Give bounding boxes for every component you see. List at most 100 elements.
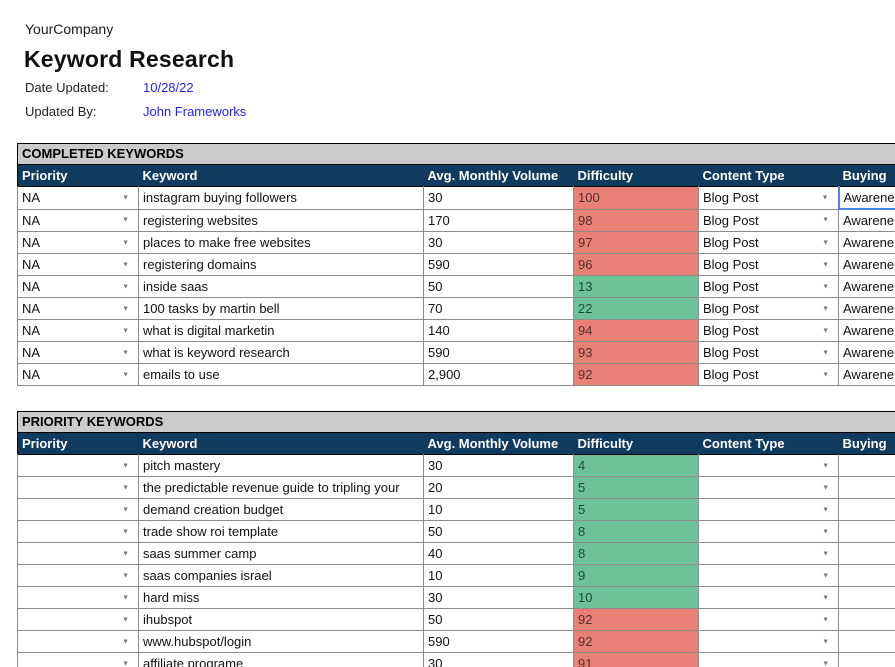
volume-cell[interactable]: 10 xyxy=(423,498,574,521)
content-type-cell[interactable]: ▼ xyxy=(698,520,839,543)
priority-cell[interactable]: ▼ xyxy=(17,652,139,667)
volume-cell[interactable]: 2,900 xyxy=(423,363,574,386)
dropdown-arrow-icon[interactable]: ▼ xyxy=(122,304,129,312)
difficulty-cell[interactable]: 9 xyxy=(573,564,699,587)
priority-cell[interactable]: ▼ xyxy=(17,542,139,565)
dropdown-arrow-icon[interactable]: ▼ xyxy=(122,348,129,356)
volume-cell[interactable]: 50 xyxy=(423,275,574,298)
difficulty-cell[interactable]: 13 xyxy=(573,275,699,298)
content-type-cell[interactable]: Blog Post ▼ xyxy=(698,363,839,386)
difficulty-cell[interactable]: 92 xyxy=(573,363,699,386)
priority-cell[interactable]: NA ▼ xyxy=(17,297,139,320)
volume-cell[interactable]: 70 xyxy=(423,297,574,320)
keyword-cell[interactable]: affiliate programe xyxy=(138,652,424,667)
keyword-cell[interactable]: pitch mastery xyxy=(138,454,424,477)
content-type-cell[interactable]: ▼ xyxy=(698,542,839,565)
buying-stage-cell[interactable] xyxy=(838,586,895,609)
keyword-cell[interactable]: hard miss xyxy=(138,586,424,609)
dropdown-arrow-icon[interactable]: ▼ xyxy=(122,461,129,469)
buying-stage-cell[interactable] xyxy=(838,476,895,499)
priority-cell[interactable]: NA ▼ xyxy=(17,363,139,386)
content-type-cell[interactable]: Blog Post ▼ xyxy=(698,319,839,342)
buying-stage-cell[interactable]: Awarene xyxy=(838,297,895,320)
difficulty-cell[interactable]: 91 xyxy=(573,652,699,667)
priority-cell[interactable]: ▼ xyxy=(17,586,139,609)
difficulty-cell[interactable]: 5 xyxy=(573,498,699,521)
keyword-cell[interactable]: what is digital marketin xyxy=(138,319,424,342)
dropdown-arrow-icon[interactable]: ▼ xyxy=(822,348,829,356)
dropdown-arrow-icon[interactable]: ▼ xyxy=(122,238,129,246)
difficulty-cell[interactable]: 5 xyxy=(573,476,699,499)
dropdown-arrow-icon[interactable]: ▼ xyxy=(822,527,829,535)
dropdown-arrow-icon[interactable]: ▼ xyxy=(822,549,829,557)
buying-stage-cell[interactable] xyxy=(838,542,895,565)
dropdown-arrow-icon[interactable]: ▼ xyxy=(122,194,129,202)
difficulty-cell[interactable]: 10 xyxy=(573,586,699,609)
priority-cell[interactable]: NA ▼ xyxy=(17,275,139,298)
difficulty-cell[interactable]: 96 xyxy=(573,253,699,276)
keyword-cell[interactable]: demand creation budget xyxy=(138,498,424,521)
dropdown-arrow-icon[interactable]: ▼ xyxy=(122,615,129,623)
keyword-cell[interactable]: the predictable revenue guide to triplin… xyxy=(138,476,424,499)
buying-stage-cell[interactable]: Awarene xyxy=(838,363,895,386)
keyword-cell[interactable]: trade show roi template xyxy=(138,520,424,543)
difficulty-cell[interactable]: 22 xyxy=(573,297,699,320)
dropdown-arrow-icon[interactable]: ▼ xyxy=(122,637,129,645)
updated-by-value[interactable]: John Frameworks xyxy=(143,104,247,119)
volume-cell[interactable]: 590 xyxy=(423,341,574,364)
volume-cell[interactable]: 140 xyxy=(423,319,574,342)
buying-stage-cell[interactable] xyxy=(838,454,895,477)
volume-cell[interactable]: 50 xyxy=(423,608,574,631)
buying-stage-cell[interactable] xyxy=(838,630,895,653)
keyword-cell[interactable]: instagram buying followers xyxy=(138,186,424,210)
difficulty-cell[interactable]: 92 xyxy=(573,630,699,653)
content-type-cell[interactable]: Blog Post ▼ xyxy=(698,297,839,320)
content-type-cell[interactable]: Blog Post ▼ xyxy=(698,231,839,254)
volume-cell[interactable]: 40 xyxy=(423,542,574,565)
dropdown-arrow-icon[interactable]: ▼ xyxy=(822,571,829,579)
priority-cell[interactable]: NA ▼ xyxy=(17,341,139,364)
dropdown-arrow-icon[interactable]: ▼ xyxy=(822,238,829,246)
content-type-cell[interactable]: Blog Post ▼ xyxy=(698,253,839,276)
dropdown-arrow-icon[interactable]: ▼ xyxy=(822,282,829,290)
difficulty-cell[interactable]: 4 xyxy=(573,454,699,477)
dropdown-arrow-icon[interactable]: ▼ xyxy=(822,505,829,513)
buying-stage-cell[interactable]: Awarene xyxy=(838,253,895,276)
difficulty-cell[interactable]: 93 xyxy=(573,341,699,364)
priority-cell[interactable]: NA ▼ xyxy=(17,186,139,210)
keyword-cell[interactable]: emails to use xyxy=(138,363,424,386)
keyword-cell[interactable]: inside saas xyxy=(138,275,424,298)
priority-cell[interactable]: NA ▼ xyxy=(17,253,139,276)
content-type-cell[interactable]: ▼ xyxy=(698,454,839,477)
priority-cell[interactable]: ▼ xyxy=(17,498,139,521)
priority-cell[interactable]: ▼ xyxy=(17,476,139,499)
dropdown-arrow-icon[interactable]: ▼ xyxy=(122,483,129,491)
dropdown-arrow-icon[interactable]: ▼ xyxy=(822,216,829,224)
content-type-cell[interactable]: ▼ xyxy=(698,498,839,521)
content-type-cell[interactable]: ▼ xyxy=(698,586,839,609)
priority-cell[interactable]: NA ▼ xyxy=(17,319,139,342)
content-type-cell[interactable]: ▼ xyxy=(698,476,839,499)
buying-stage-cell[interactable] xyxy=(838,608,895,631)
volume-cell[interactable]: 10 xyxy=(423,564,574,587)
dropdown-arrow-icon[interactable]: ▼ xyxy=(822,483,829,491)
buying-stage-cell[interactable] xyxy=(838,520,895,543)
dropdown-arrow-icon[interactable]: ▼ xyxy=(122,216,129,224)
volume-cell[interactable]: 30 xyxy=(423,231,574,254)
buying-stage-cell[interactable]: Awarene xyxy=(837,186,895,210)
dropdown-arrow-icon[interactable]: ▼ xyxy=(122,527,129,535)
volume-cell[interactable]: 590 xyxy=(423,630,574,653)
difficulty-cell[interactable]: 8 xyxy=(573,520,699,543)
buying-stage-cell[interactable] xyxy=(838,498,895,521)
buying-stage-cell[interactable]: Awarene xyxy=(838,319,895,342)
priority-cell[interactable]: ▼ xyxy=(17,630,139,653)
buying-stage-cell[interactable]: Awarene xyxy=(838,208,895,232)
buying-stage-cell[interactable]: Awarene xyxy=(838,231,895,254)
content-type-cell[interactable]: ▼ xyxy=(698,630,839,653)
keyword-cell[interactable]: places to make free websites xyxy=(138,231,424,254)
content-type-cell[interactable]: Blog Post ▼ xyxy=(698,186,839,210)
keyword-cell[interactable]: saas companies israel xyxy=(138,564,424,587)
dropdown-arrow-icon[interactable]: ▼ xyxy=(122,282,129,290)
buying-stage-cell[interactable]: Awarene xyxy=(838,275,895,298)
volume-cell[interactable]: 30 xyxy=(423,454,574,477)
